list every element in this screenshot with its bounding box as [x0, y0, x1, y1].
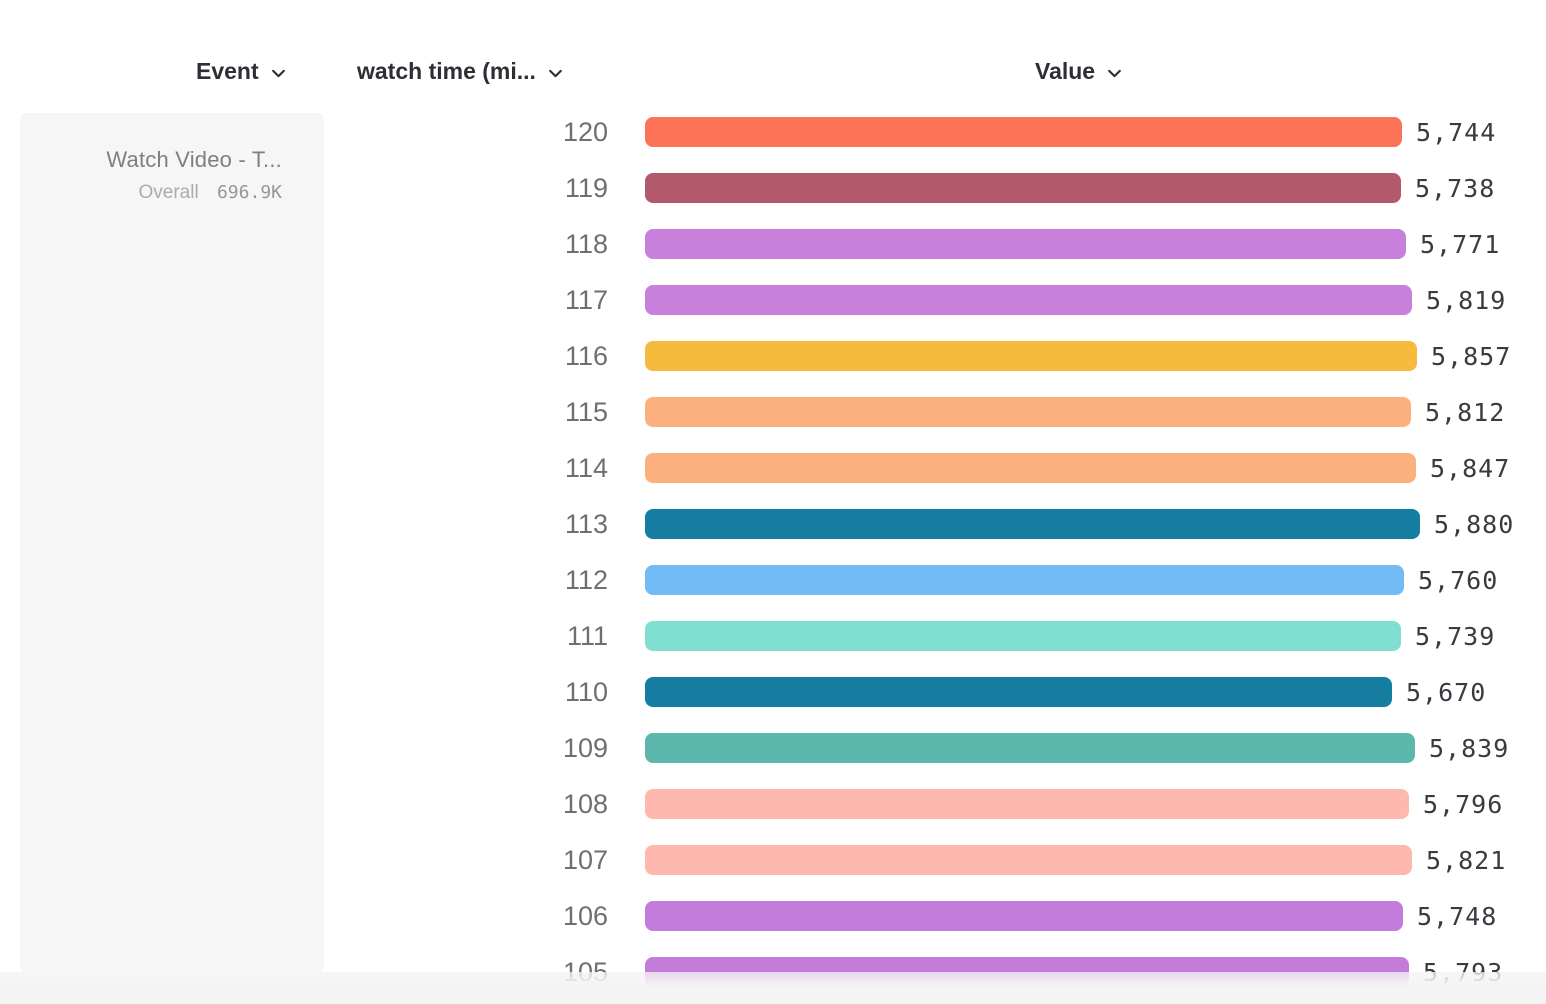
- row-category-label: 116: [564, 341, 608, 371]
- bar-value-label: 5,670: [1406, 678, 1487, 707]
- row-category-label: 117: [564, 285, 608, 315]
- bar-value-label: 5,739: [1415, 622, 1496, 651]
- chart-row: 120 5,744: [0, 104, 1546, 160]
- row-category-label: 110: [564, 677, 608, 707]
- row-category-label: 111: [566, 621, 608, 651]
- row-category-label: 112: [564, 565, 608, 595]
- bar[interactable]: [645, 229, 1406, 259]
- chevron-down-icon: [549, 69, 562, 77]
- column-header-event[interactable]: Event: [196, 58, 287, 85]
- row-category-label: 114: [564, 453, 608, 483]
- chevron-down-icon: [1108, 69, 1121, 77]
- bar-chart: 120 5,744 119 5,738 118 5,771 117 5,819 116 5,857…: [0, 104, 1546, 1000]
- bottom-fade-overlay: [0, 972, 1546, 1004]
- bar-value-label: 5,771: [1420, 230, 1501, 259]
- column-header-value-label: Value: [1035, 58, 1096, 84]
- chart-row: 110 5,670: [0, 664, 1546, 720]
- chart-row: 118 5,771: [0, 216, 1546, 272]
- bar[interactable]: [645, 621, 1401, 651]
- bar[interactable]: [645, 341, 1417, 371]
- chart-row: 107 5,821: [0, 832, 1546, 888]
- bar-value-label: 5,744: [1416, 118, 1497, 147]
- row-category-label: 107: [562, 845, 608, 875]
- bar[interactable]: [645, 565, 1404, 595]
- row-category-label: 108: [562, 789, 608, 819]
- bar[interactable]: [645, 117, 1402, 147]
- event-overall-row: Overall 696.9K: [40, 182, 283, 204]
- chart-row: 117 5,819: [0, 272, 1546, 328]
- bar-value-label: 5,796: [1423, 790, 1504, 819]
- bar-value-label: 5,819: [1426, 286, 1507, 315]
- event-panel[interactable]: Watch Video - T... Overall 696.9K: [20, 113, 324, 972]
- bar-value-label: 5,821: [1426, 846, 1507, 875]
- bar[interactable]: [645, 397, 1411, 427]
- column-header-event-label: Event: [196, 58, 259, 84]
- chart-row: 112 5,760: [0, 552, 1546, 608]
- column-header-breakdown-label: watch time (mi...: [357, 58, 536, 84]
- bar-value-label: 5,760: [1418, 566, 1499, 595]
- bar[interactable]: [645, 285, 1412, 315]
- row-category-label: 109: [562, 733, 608, 763]
- chart-row: 108 5,796: [0, 776, 1546, 832]
- chevron-down-icon: [271, 69, 285, 77]
- bar[interactable]: [645, 509, 1420, 539]
- bar-value-label: 5,738: [1415, 174, 1496, 203]
- bar-value-label: 5,839: [1429, 734, 1510, 763]
- bar-value-label: 5,857: [1431, 342, 1512, 371]
- bar[interactable]: [645, 901, 1403, 931]
- chart-row: 115 5,812: [0, 384, 1546, 440]
- bar-value-label: 5,847: [1430, 454, 1511, 483]
- chart-row: 106 5,748: [0, 888, 1546, 944]
- bar-value-label: 5,812: [1425, 398, 1506, 427]
- bar-value-label: 5,748: [1417, 902, 1498, 931]
- bar[interactable]: [645, 733, 1415, 763]
- bar[interactable]: [645, 677, 1392, 707]
- bar[interactable]: [645, 453, 1416, 483]
- overall-value: 696.9K: [216, 182, 282, 203]
- bar[interactable]: [645, 845, 1412, 875]
- chart-row: 114 5,847: [0, 440, 1546, 496]
- row-category-label: 118: [564, 229, 608, 259]
- chart-row: 119 5,738: [0, 160, 1546, 216]
- overall-label: Overall: [138, 182, 199, 203]
- event-name: Watch Video - T...: [106, 147, 282, 172]
- row-category-label: 115: [564, 397, 608, 427]
- bar-value-label: 5,880: [1434, 510, 1515, 539]
- column-header-breakdown[interactable]: watch time (mi...: [357, 58, 564, 85]
- chart-row: 116 5,857: [0, 328, 1546, 384]
- row-category-label: 119: [564, 173, 608, 203]
- chart-row: 113 5,880: [0, 496, 1546, 552]
- bar[interactable]: [645, 173, 1401, 203]
- chart-row: 109 5,839: [0, 720, 1546, 776]
- row-category-label: 120: [562, 117, 608, 147]
- bar[interactable]: [645, 789, 1409, 819]
- column-header-value[interactable]: Value: [1035, 58, 1123, 85]
- chart-row: 111 5,739: [0, 608, 1546, 664]
- row-category-label: 106: [562, 901, 608, 931]
- row-category-label: 113: [564, 509, 608, 539]
